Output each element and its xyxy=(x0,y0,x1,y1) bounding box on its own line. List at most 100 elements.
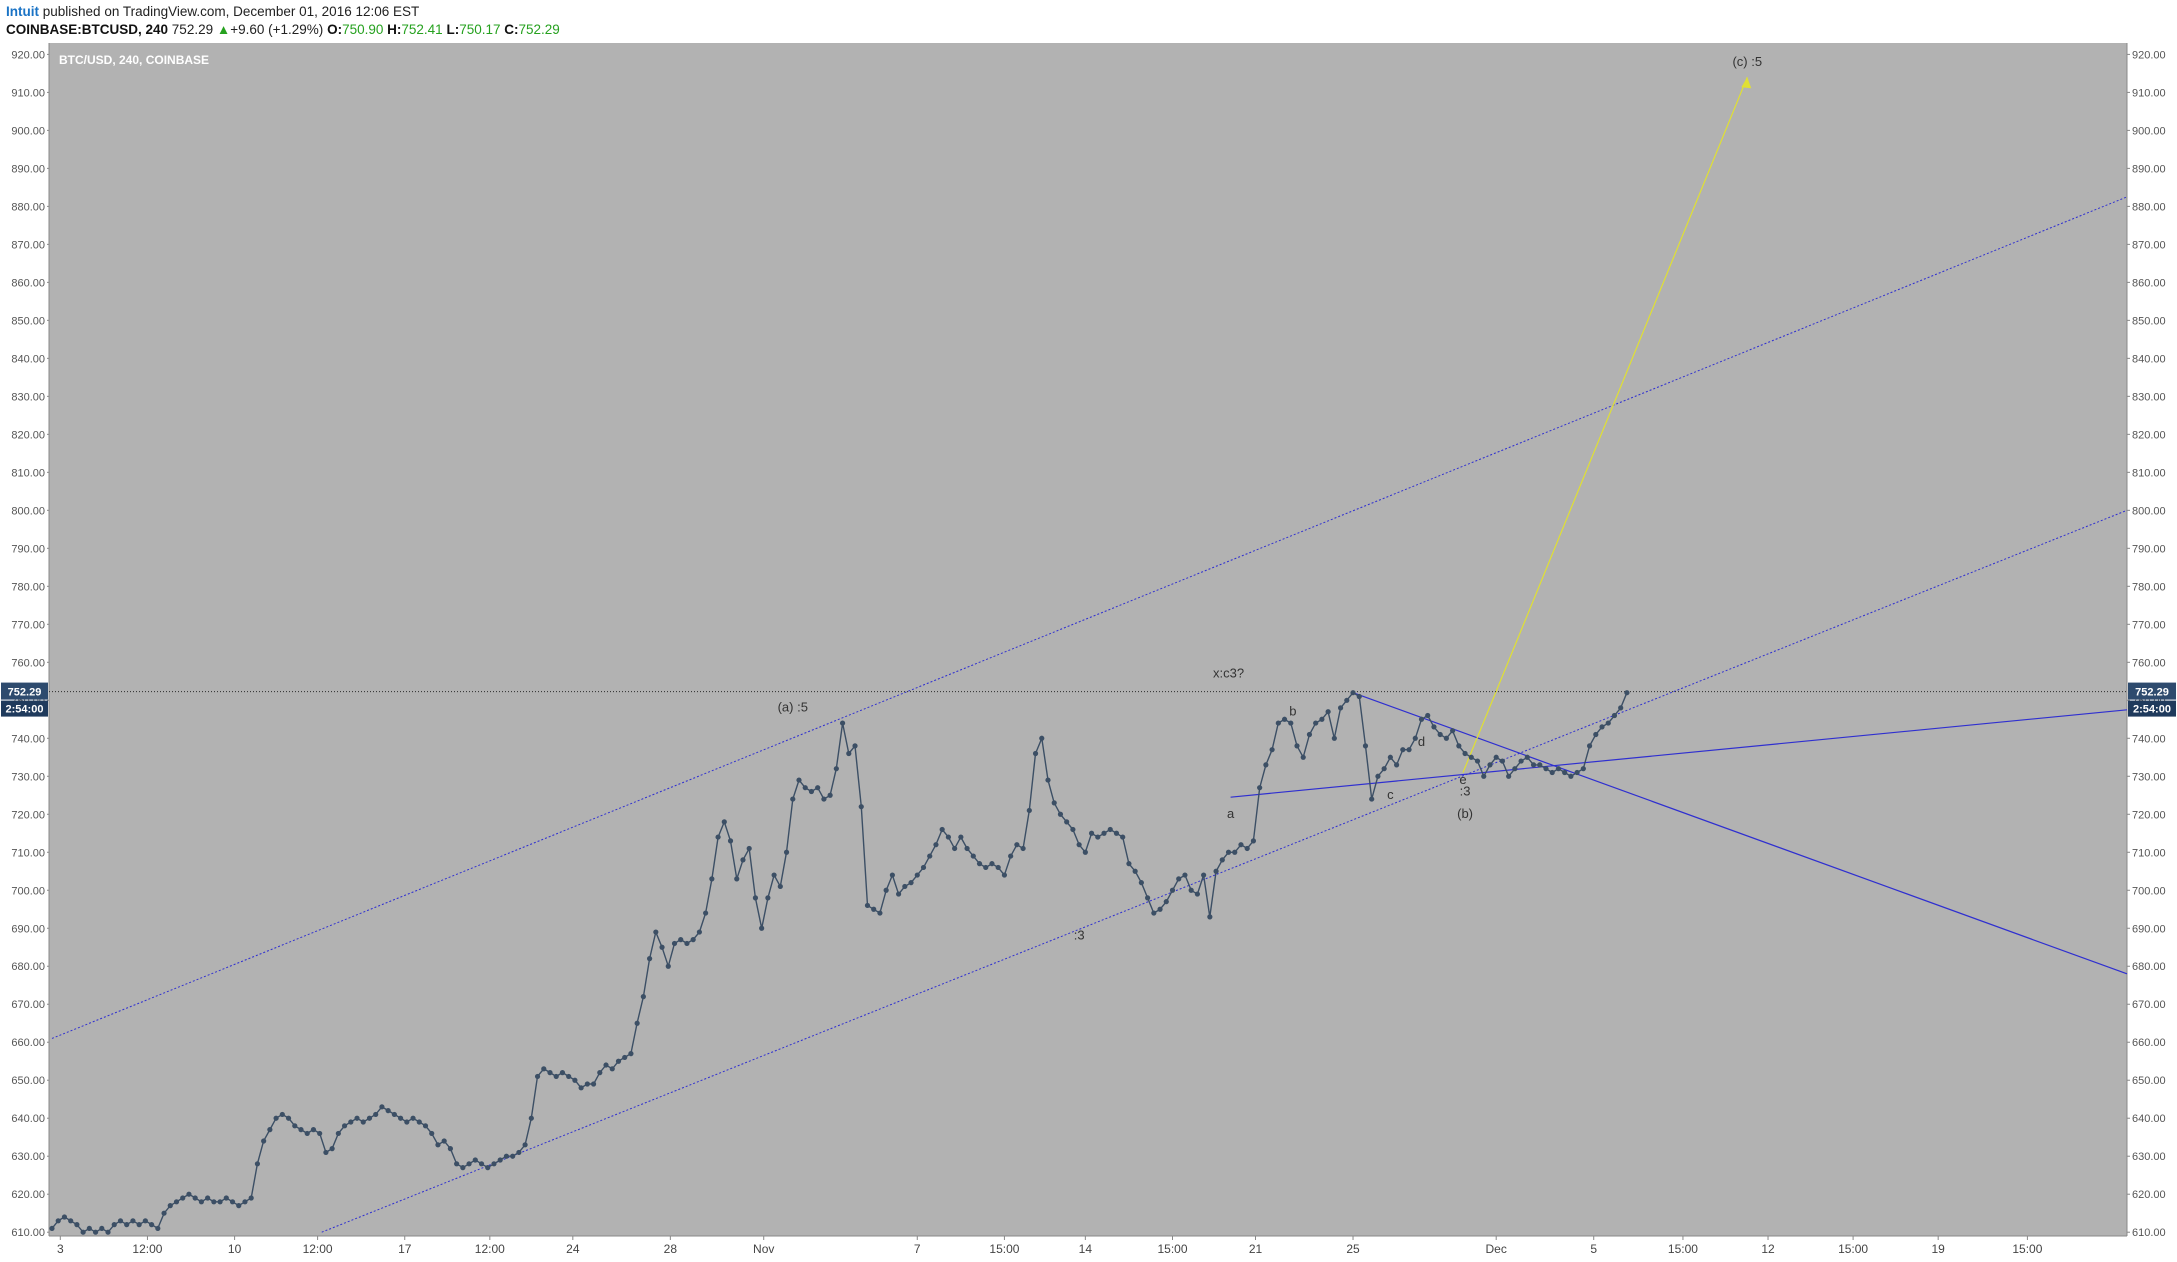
price-point xyxy=(759,925,765,931)
y-tick-label: 880.00 xyxy=(11,201,45,213)
price-point xyxy=(1032,750,1039,757)
y-tick-label: 670.00 xyxy=(11,999,45,1011)
y-tick-label: 650.00 xyxy=(11,1075,45,1087)
price-point xyxy=(323,1149,329,1156)
price-point xyxy=(908,880,914,886)
price-chart[interactable]: BTC/USD, 240, COINBASE (a) :5:3 x:c3? a b c d… xyxy=(0,43,2177,1262)
price-point xyxy=(1325,709,1331,715)
price-point xyxy=(454,1161,460,1167)
x-tick-label: 15:00 xyxy=(1838,1242,1868,1256)
price-point xyxy=(1120,834,1126,840)
price-point xyxy=(796,777,802,783)
price-point xyxy=(435,1142,441,1148)
x-tick-label: 15:00 xyxy=(989,1242,1019,1256)
price-point xyxy=(1356,693,1362,700)
price-point xyxy=(846,750,852,757)
price-change: +9.60 (+1.29%) xyxy=(230,22,324,37)
price-point xyxy=(1157,906,1163,912)
price-point xyxy=(1350,690,1356,696)
price-point xyxy=(597,1070,603,1076)
y-tick-label: 650.00 xyxy=(2132,1075,2166,1087)
wave-label: d xyxy=(1418,734,1425,749)
price-point xyxy=(765,895,771,901)
price-point xyxy=(628,1051,634,1057)
price-point xyxy=(746,845,752,852)
price-point xyxy=(684,940,690,947)
plot-area[interactable] xyxy=(49,43,2127,1236)
price-point xyxy=(111,1222,117,1228)
price-point xyxy=(1437,731,1443,738)
price-point xyxy=(1057,811,1064,817)
price-point xyxy=(1188,887,1194,893)
price-point xyxy=(447,1146,453,1152)
y-tick-label: 780.00 xyxy=(11,581,45,593)
price-point xyxy=(989,861,995,867)
price-point xyxy=(1580,766,1586,772)
price-point xyxy=(896,891,902,897)
price-point xyxy=(254,1161,261,1167)
price-point xyxy=(933,842,939,848)
y-tick-label: 670.00 xyxy=(2132,999,2166,1011)
y-tick-label: 740.00 xyxy=(11,733,45,745)
y-tick-label: 610.00 xyxy=(2132,1227,2166,1239)
price-point xyxy=(783,849,790,855)
price-point xyxy=(547,1070,553,1076)
y-tick-label: 910.00 xyxy=(11,87,45,99)
price-point xyxy=(1530,762,1537,768)
x-tick-label: 15:00 xyxy=(1157,1242,1187,1256)
x-tick-label: Dec xyxy=(1486,1242,1507,1256)
wave-label: (a) :5 xyxy=(778,700,808,715)
price-point xyxy=(1101,830,1107,836)
x-tick-label: 5 xyxy=(1590,1242,1597,1256)
price-point xyxy=(603,1062,609,1068)
price-point xyxy=(186,1191,192,1197)
price-point xyxy=(671,940,678,947)
price-point xyxy=(1225,849,1232,855)
price-point xyxy=(1281,716,1288,722)
x-tick-label: Nov xyxy=(753,1242,774,1256)
price-point xyxy=(678,937,684,943)
y-tick-label: 690.00 xyxy=(2132,923,2166,935)
x-tick-label: 15:00 xyxy=(2012,1242,2042,1256)
price-point xyxy=(615,1058,622,1064)
price-point xyxy=(902,883,908,890)
price-point xyxy=(927,853,933,859)
y-tick-label: 890.00 xyxy=(2132,163,2166,175)
price-point xyxy=(1512,766,1518,772)
y-tick-label: 720.00 xyxy=(11,809,45,821)
y-tick-label: 900.00 xyxy=(11,125,45,137)
countdown-text: 2:54:00 xyxy=(2133,704,2171,716)
price-point xyxy=(1568,773,1574,779)
price-point xyxy=(1331,735,1337,741)
price-point xyxy=(198,1199,204,1205)
price-point xyxy=(92,1229,99,1235)
price-point xyxy=(1269,747,1275,753)
price-point xyxy=(553,1073,559,1080)
wave-label: (b) xyxy=(1457,806,1473,821)
low-label: L: xyxy=(446,22,460,37)
price-point xyxy=(1207,914,1213,920)
price-point xyxy=(1026,807,1032,814)
price-point xyxy=(1555,766,1562,772)
y-tick-label: 680.00 xyxy=(2132,961,2166,973)
price-point xyxy=(360,1119,366,1125)
price-point xyxy=(1593,731,1599,738)
price-point xyxy=(1406,747,1412,753)
y-tick-label: 760.00 xyxy=(2132,657,2166,669)
price-point xyxy=(410,1115,416,1121)
price-point xyxy=(1238,842,1244,848)
y-tick-label: 770.00 xyxy=(2132,619,2166,631)
x-tick-label: 24 xyxy=(566,1242,580,1256)
y-tick-label: 740.00 xyxy=(2132,733,2166,745)
author-link[interactable]: Intuit xyxy=(6,4,39,19)
y-tick-label: 820.00 xyxy=(11,429,45,441)
price-point xyxy=(242,1199,248,1205)
price-point xyxy=(566,1073,572,1080)
price-point xyxy=(1039,735,1045,741)
price-point xyxy=(1008,853,1014,859)
price-point xyxy=(273,1115,279,1121)
price-point xyxy=(429,1130,435,1137)
price-point xyxy=(398,1115,404,1121)
price-point xyxy=(1412,735,1418,741)
price-point xyxy=(267,1127,273,1133)
